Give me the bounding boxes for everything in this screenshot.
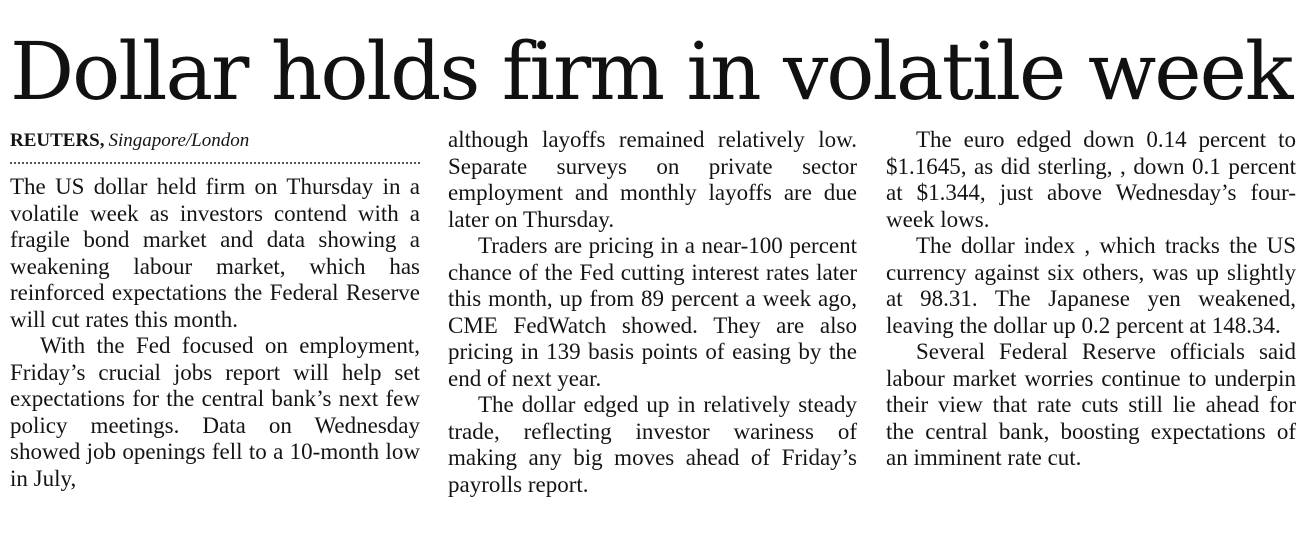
- byline-agency: REUTERS,: [10, 130, 105, 151]
- paragraph-4: The dollar edged up in relatively steady…: [448, 392, 857, 497]
- article-column-3: The euro edged down 0.14 percent to $1.1…: [886, 127, 1296, 472]
- byline: REUTERS, Singapore/London: [10, 128, 420, 164]
- article-column-1: REUTERS, Singapore/London The US dollar h…: [10, 128, 420, 492]
- paragraph-7: Several Federal Reserve officials said l…: [886, 339, 1296, 470]
- paragraph-5: The euro edged down 0.14 percent to $1.1…: [886, 127, 1296, 232]
- paragraph-3: Traders are pricing in a near-100 percen…: [448, 233, 857, 391]
- paragraph-1: The US dollar held firm on Thursday in a…: [10, 174, 420, 332]
- article-column-2: although layoffs remained relatively low…: [448, 127, 857, 498]
- headline: Dollar holds firm in volatile week: [10, 25, 1293, 118]
- byline-location: Singapore/London: [108, 130, 250, 151]
- paragraph-2-continued: although layoffs remained relatively low…: [448, 127, 857, 232]
- paragraph-2: With the Fed focused on employment, Frid…: [10, 333, 420, 491]
- paragraph-6: The dollar index , which tracks the US c…: [886, 233, 1296, 338]
